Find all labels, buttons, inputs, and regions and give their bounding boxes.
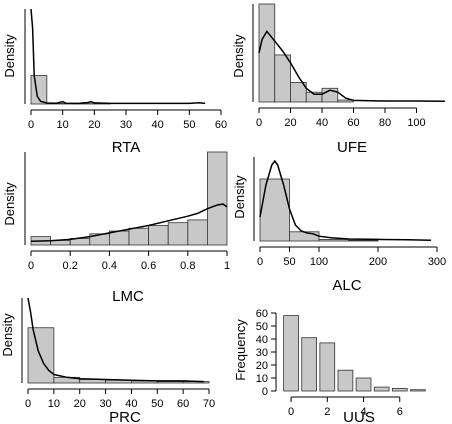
uus-y-tick-label-2: 20 xyxy=(256,360,268,372)
uus-y-tick-label-1: 10 xyxy=(256,373,268,385)
uus-y-tick-label-5: 50 xyxy=(256,321,268,333)
alc-x-label: ALC xyxy=(332,277,361,294)
alc-y-label: Density xyxy=(232,175,247,219)
uus-x-tick-label-1: 2 xyxy=(324,406,330,418)
uus-y-label: Frequency xyxy=(233,319,248,381)
uus-y-tick-label-6: 60 xyxy=(256,308,268,320)
prc-bar-5 xyxy=(156,381,184,384)
ufe-x-tick-label-0: 0 xyxy=(256,117,262,129)
ufe-x-tick-label-4: 80 xyxy=(379,117,391,129)
prc-x-tick-label-6: 60 xyxy=(177,398,189,410)
uus-bar-0 xyxy=(283,315,299,392)
alc-x-tick-label-0: 0 xyxy=(257,256,263,268)
rta-x-label: RTA xyxy=(112,139,141,156)
uus-bar-7 xyxy=(410,389,426,392)
uus-x-label: UUS xyxy=(343,409,375,424)
alc-x-tick-label-2: 100 xyxy=(310,256,328,268)
alc-bar-1 xyxy=(289,231,320,242)
ufe-bar-1 xyxy=(274,54,291,103)
lmc-bar-5 xyxy=(128,227,150,246)
alc-x-tick-label-3: 200 xyxy=(369,256,387,268)
prc-x-label: PRC xyxy=(109,409,141,424)
panel-rta: 0 10 20 30 40 50 60 RTA Density xyxy=(2,8,227,156)
alc-bar-2 xyxy=(318,238,349,242)
lmc-x-tick-label-5: 1 xyxy=(224,260,230,272)
ufe-x-tick-label-3: 60 xyxy=(347,117,359,129)
ufe-x-label: UFE xyxy=(337,139,367,156)
lmc-density-curve xyxy=(30,203,228,243)
prc-x-tick-label-5: 50 xyxy=(151,398,163,410)
lmc-bar-4 xyxy=(109,230,130,246)
lmc-bar-6 xyxy=(148,225,169,246)
rta-x-tick-label-6: 60 xyxy=(215,119,227,131)
prc-x-tick-label-4: 40 xyxy=(125,398,137,410)
rta-x-tick-label-4: 40 xyxy=(152,119,164,131)
alc-x-tick-label-1: 50 xyxy=(283,256,295,268)
lmc-x-tick-label-4: 0.8 xyxy=(180,260,195,272)
ufe-bar-0 xyxy=(258,3,276,103)
panel-lmc: 0 0.2 0.4 0.6 0.8 1 LMC Density xyxy=(2,151,230,305)
alc-bar-3 xyxy=(348,239,379,242)
prc-x-tick-label-2: 20 xyxy=(74,398,86,410)
uus-bar-6 xyxy=(391,387,408,392)
uus-bar-2 xyxy=(319,342,336,392)
prc-density-curve xyxy=(27,297,204,383)
uus-y-tick-label-0: 0 xyxy=(262,386,268,398)
uus-bar-3 xyxy=(337,369,354,392)
panel-ufe: 0 20 40 60 80 100 UFE Density xyxy=(231,3,445,156)
uus-x-tick-label-3: 6 xyxy=(397,406,403,418)
ufe-x-tick-label-5: 100 xyxy=(407,117,425,129)
lmc-x-tick-label-1: 0.2 xyxy=(63,260,78,272)
lmc-bar-8 xyxy=(187,219,208,246)
uus-bar-4 xyxy=(355,377,372,392)
ufe-y-label: Density xyxy=(231,34,246,78)
uus-bar-5 xyxy=(373,386,390,392)
uus-y-tick-label-4: 40 xyxy=(256,334,268,346)
prc-x-tick-label-7: 70 xyxy=(203,398,215,410)
lmc-x-tick-label-3: 0.6 xyxy=(141,260,156,272)
rta-x-tick-label-3: 30 xyxy=(120,119,132,131)
lmc-x-tick-label-2: 0.4 xyxy=(102,260,117,272)
uus-y-tick-label-3: 30 xyxy=(256,347,268,359)
rta-x-tick-label-5: 50 xyxy=(183,119,195,131)
rta-x-tick-label-0: 0 xyxy=(28,119,34,131)
lmc-bar-9 xyxy=(206,151,228,246)
uus-bar-1 xyxy=(301,337,318,392)
panel-prc: 0 10 20 30 40 50 60 70 PRC Density xyxy=(0,297,215,424)
uus-x-tick-label-2: 4 xyxy=(360,406,366,418)
prc-x-tick-label-1: 10 xyxy=(48,398,60,410)
ufe-density-curve xyxy=(258,30,445,102)
lmc-x-tick-label-0: 0 xyxy=(28,260,34,272)
rta-density-curve xyxy=(30,8,206,105)
prc-y-label: Density xyxy=(0,313,15,357)
rta-x-tick-label-1: 10 xyxy=(57,119,69,131)
uus-x-tick-label-0: 0 xyxy=(288,406,294,418)
prc-x-tick-label-3: 30 xyxy=(99,398,111,410)
ufe-x-tick-label-1: 20 xyxy=(284,117,296,129)
lmc-y-label: Density xyxy=(2,182,17,226)
rta-x-tick-label-2: 20 xyxy=(88,119,100,131)
lmc-bar-7 xyxy=(167,222,189,246)
ufe-x-tick-label-2: 40 xyxy=(316,117,328,129)
prc-x-tick-label-0: 0 xyxy=(25,398,31,410)
alc-density-curve xyxy=(259,159,432,241)
alc-x-tick-label-4: 300 xyxy=(428,256,446,268)
panel-alc: 0 50 100 200 300 ALC Density xyxy=(232,157,446,294)
lmc-x-label: LMC xyxy=(112,288,144,305)
rta-y-label: Density xyxy=(2,34,17,78)
